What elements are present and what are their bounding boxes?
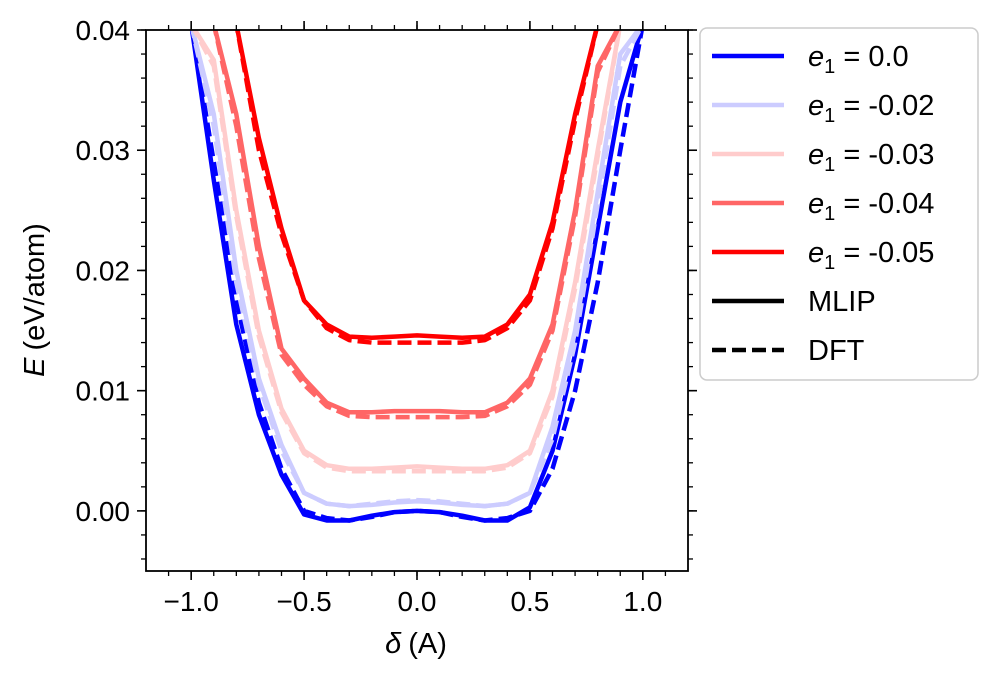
legend-label: e1 = -0.03 — [808, 139, 934, 176]
x-axis-label: δ (A) — [385, 628, 447, 660]
legend-label: e1 = -0.04 — [808, 188, 934, 225]
y-axis-symbol: E — [19, 357, 51, 377]
series-line-dft — [190, 30, 643, 509]
x-tick-label: −0.5 — [276, 586, 331, 617]
series-group — [190, 30, 643, 509]
y-tick-label: 0.01 — [76, 376, 131, 407]
x-axis-unit: (A) — [408, 628, 447, 660]
legend-frame — [699, 27, 979, 381]
series-layer — [189, 30, 645, 523]
series-group — [235, 30, 599, 345]
series-line-dft — [235, 30, 599, 345]
x-tick-label: 1.0 — [623, 586, 662, 617]
y-tick-label: 0.02 — [76, 255, 131, 286]
legend-label: e1 = -0.05 — [808, 237, 934, 274]
ticks-layer: −1.0 −0.5 0.0 0.5 1.0 0.00 0.01 0.02 0.03 0.04 — [76, 15, 697, 617]
legend-label: e1 = 0.0 — [808, 41, 909, 78]
legend-label: e1 = -0.02 — [808, 90, 934, 127]
legend-entries: e1 = 0.0 e1 = -0.02 e1 = -0.03 e1 = -0.04 e1… — [712, 41, 934, 367]
x-tick-label: 0.5 — [510, 586, 549, 617]
y-tick-label: 0.03 — [76, 135, 131, 166]
y-tick-label: 0.04 — [76, 15, 131, 46]
series-line-dft — [189, 30, 645, 523]
x-tick-label: −1.0 — [164, 586, 219, 617]
y-axis-label: E (eV/atom) — [19, 223, 51, 377]
legend-label: DFT — [808, 335, 865, 367]
y-tick-label: 0.00 — [76, 496, 131, 527]
legend-label: MLIP — [808, 286, 876, 318]
series-group — [212, 30, 620, 420]
series-line-dft — [191, 30, 622, 474]
series-line-dft — [212, 30, 620, 420]
x-axis-symbol: δ — [385, 628, 402, 660]
series-group — [189, 30, 645, 523]
legend: e1 = 0.0 e1 = -0.02 e1 = -0.03 e1 = -0.04 e1… — [699, 27, 979, 381]
y-axis-unit: (eV/atom) — [19, 223, 51, 350]
series-line-mlip — [189, 30, 644, 523]
x-tick-label: 0.0 — [398, 586, 437, 617]
series-group — [191, 30, 622, 474]
